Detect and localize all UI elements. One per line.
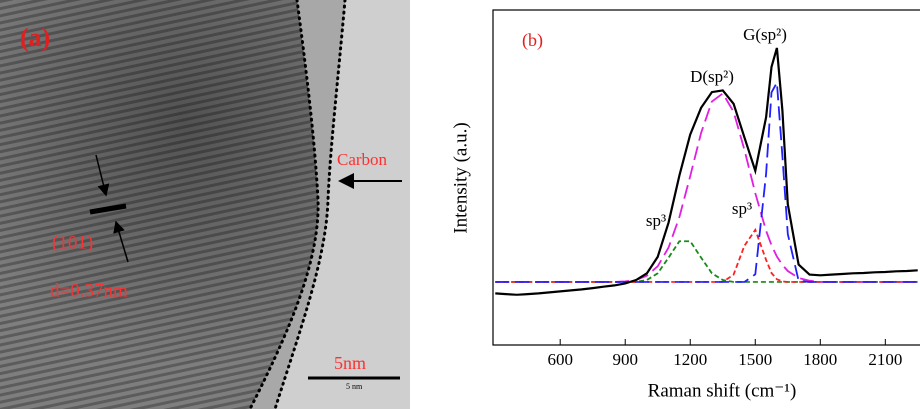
- carbon-layer: [250, 0, 345, 409]
- annotation: (b): [522, 30, 543, 51]
- x-tick-label: 600: [547, 350, 573, 369]
- plane-label: (101): [52, 232, 93, 253]
- annotation: sp³: [646, 211, 666, 230]
- x-axis-label: Raman shift (cm⁻¹): [648, 380, 797, 401]
- x-tick-label: 900: [612, 350, 638, 369]
- x-tick-label: 1800: [803, 350, 837, 369]
- inner-boundary: [248, 0, 320, 409]
- panel-a: (a) Carbon (101) d=0.37nm 5nm 5 nm: [0, 0, 410, 409]
- series-line: [495, 93, 918, 282]
- plot-frame: [492, 9, 920, 346]
- arrow: [113, 220, 129, 263]
- spacing-label: d=0.37nm: [50, 280, 128, 301]
- scale-small-label: 5 nm: [346, 382, 363, 391]
- y-axis-label: Intensity (a.u.): [450, 122, 471, 233]
- carbon-label: Carbon: [337, 150, 388, 169]
- x-tick-label: 1500: [738, 350, 772, 369]
- series-line: [495, 83, 918, 282]
- spacing-bar: [89, 203, 127, 215]
- x-tick-label: 2100: [868, 350, 902, 369]
- annotation: D(sp²): [690, 67, 734, 86]
- series-line: [495, 241, 918, 282]
- panel-b: Intensity (a.u.) Raman shift (cm⁻¹) 600 9…: [450, 9, 920, 401]
- annotation: G(sp²): [743, 25, 787, 44]
- arrow: [95, 154, 110, 197]
- annotation: sp³: [732, 199, 752, 218]
- vacuum-region: [275, 0, 410, 409]
- panel-label: (a): [20, 23, 50, 52]
- outer-boundary: [273, 0, 347, 409]
- scale-label: 5nm: [334, 353, 366, 373]
- series-line: [495, 48, 918, 295]
- x-tick-label: 1200: [673, 350, 707, 369]
